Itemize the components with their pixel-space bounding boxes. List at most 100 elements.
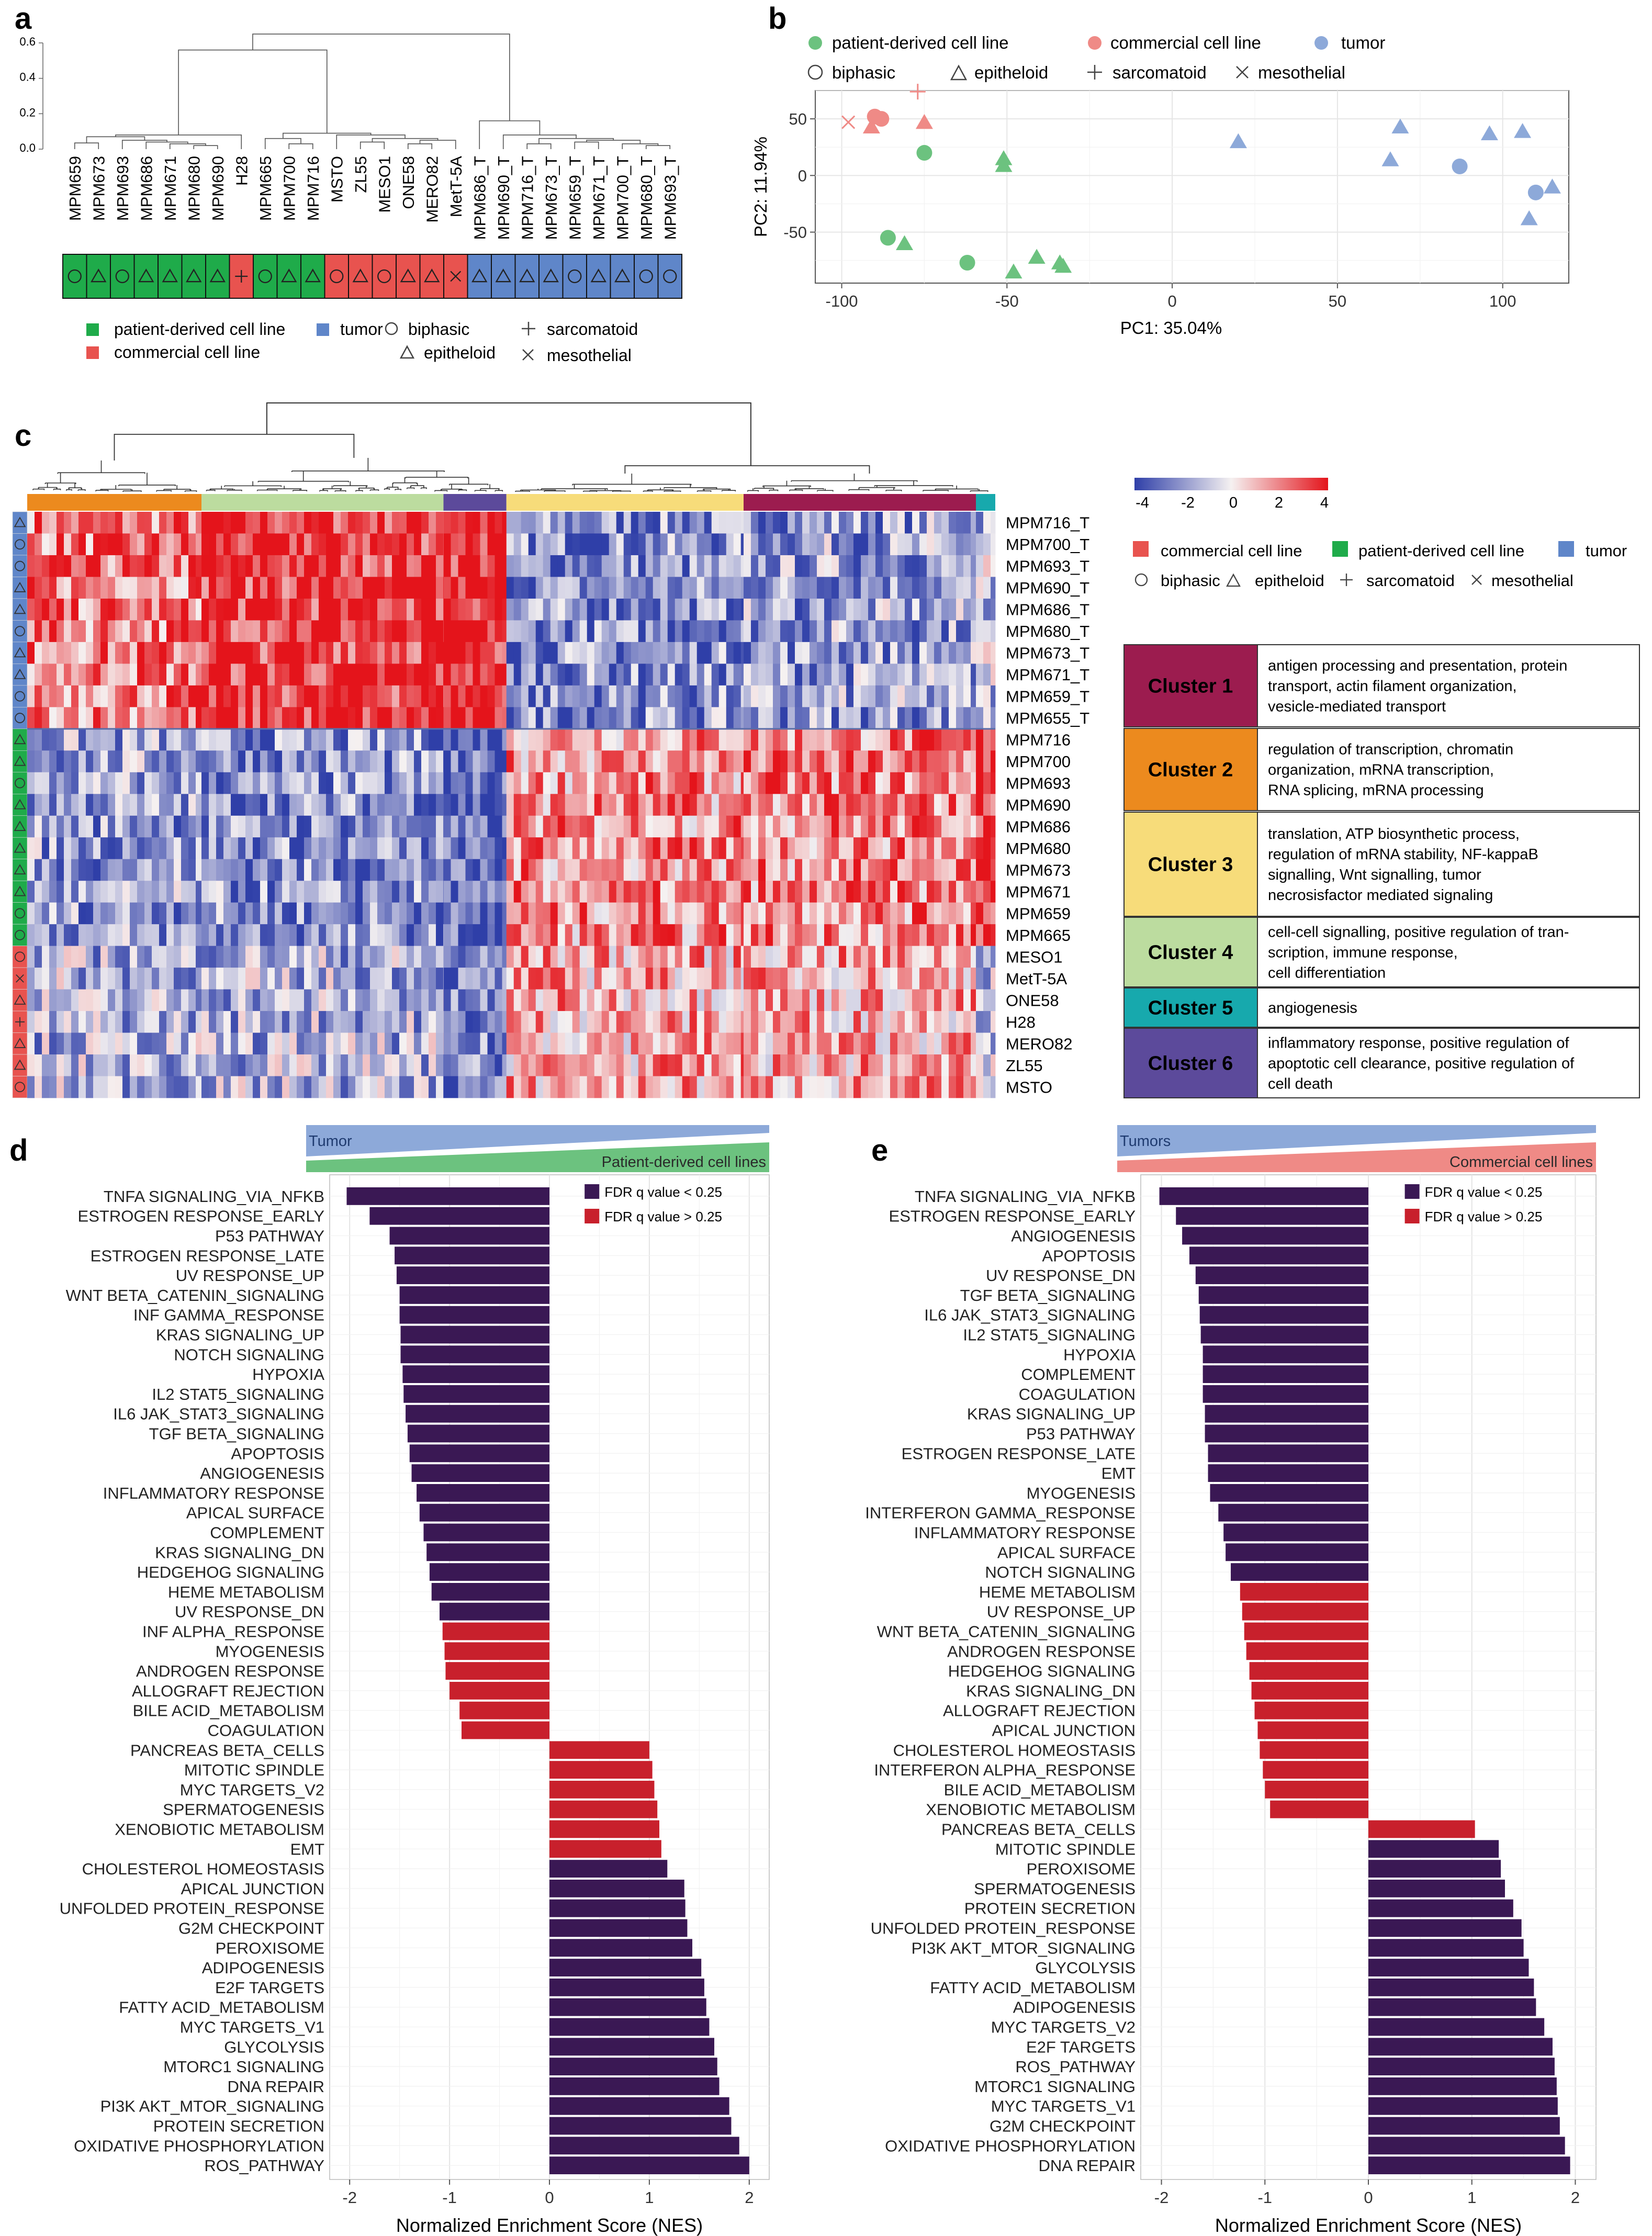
heatmap-cell [436, 1011, 444, 1033]
heatmap-cell [223, 859, 231, 881]
heatmap-cell [905, 815, 913, 838]
heatmap-cell [506, 946, 514, 968]
heatmap-cell [766, 533, 773, 556]
heatmap-cell [565, 533, 573, 556]
heatmap-cell [297, 859, 305, 881]
heatmap-cell [839, 555, 847, 577]
heatmap-cell [480, 577, 488, 599]
heatmap-cell [297, 1054, 305, 1076]
heatmap-cell [934, 685, 942, 707]
heatmap-cell [348, 902, 356, 925]
heatmap-cell [572, 728, 580, 751]
heatmap-cell [311, 664, 319, 686]
heatmap-cell [601, 664, 610, 686]
heatmap-cell [152, 642, 160, 664]
row-morphology-icon [14, 734, 26, 745]
heatmap-cell [991, 577, 996, 599]
heatmap-cell [122, 946, 130, 968]
heatmap-cell [502, 555, 507, 577]
nes-bar [1368, 1939, 1524, 1957]
heatmap-cell [64, 1032, 72, 1055]
heatmap-cell [27, 946, 35, 968]
heatmap-cell [159, 881, 167, 903]
heatmap-cell [196, 512, 202, 534]
heatmap-cell [216, 1011, 224, 1033]
heatmap-cell [188, 512, 196, 534]
heatmap-cell [333, 620, 341, 643]
heatmap-cell [181, 1011, 189, 1033]
heatmap-cell [667, 664, 676, 686]
heatmap-cell [465, 902, 473, 925]
heatmap-cell [333, 728, 341, 751]
heatmap-cell [766, 577, 773, 599]
heatmap-cell [831, 533, 839, 556]
heatmap-cell [824, 1032, 832, 1055]
heatmap-cell [711, 555, 720, 577]
heatmap-cell [181, 685, 189, 707]
heatmap-cell [370, 881, 378, 903]
heatmap-cell [645, 577, 654, 599]
heatmap-cell [223, 728, 231, 751]
legend-triangle-icon [399, 345, 415, 359]
heatmap-cell [912, 815, 920, 838]
heatmap-cell [377, 685, 385, 707]
heatmap-cell [875, 685, 883, 707]
heatmap-cell [282, 794, 290, 816]
heatmap-cell [377, 837, 385, 860]
heatmap-cell [443, 794, 444, 816]
heatmap-cell [579, 902, 588, 925]
heatmap-cell [521, 946, 529, 968]
heatmap-cell [696, 707, 705, 729]
heatmap-cell [506, 837, 514, 860]
heatmap-cell [166, 728, 174, 751]
heatmap-cell [137, 881, 145, 903]
heatmap-cell [718, 968, 727, 990]
heatmap-cell [166, 1011, 174, 1033]
heatmap-cell [711, 598, 720, 621]
heatmap-cell [341, 664, 349, 686]
pathway-label: HEDGEHOG SIGNALING [948, 1662, 1136, 1680]
heatmap-cell [181, 989, 189, 1012]
heatmap-cell [905, 642, 913, 664]
sample-label: MPM690_T [495, 156, 513, 240]
heatmap-cell [991, 859, 996, 881]
heatmap-cell [744, 620, 751, 643]
heatmap-cell [49, 1076, 57, 1098]
heatmap-cell [100, 620, 108, 643]
heatmap-cell [326, 1011, 334, 1033]
heatmap-cell [174, 533, 182, 556]
heatmap-cell [115, 837, 123, 860]
heatmap-cell [919, 577, 927, 599]
nes-bar [431, 1583, 549, 1601]
heatmap-cell [766, 620, 773, 643]
dendrogram-branch [77, 489, 86, 491]
heatmap-cell [875, 902, 883, 925]
heatmap-cell [991, 794, 996, 816]
panel-b-pca: patient-derived cell line commercial cel… [751, 33, 1569, 338]
heatmap-cell [572, 598, 580, 621]
heatmap-cell [557, 794, 566, 816]
heatmap-cell [502, 707, 507, 729]
header-ribbon-left [306, 1125, 769, 1156]
heatmap-cell [260, 685, 268, 707]
dendrogram-branch [68, 487, 82, 489]
heatmap-cell [623, 577, 632, 599]
heatmap-cell [245, 750, 253, 773]
heatmap-cell [436, 664, 444, 686]
sample-label: H28 [232, 156, 251, 186]
heatmap-cell [667, 881, 676, 903]
heatmap-cell [824, 533, 832, 556]
heatmap-cell [513, 598, 522, 621]
heatmap-cell [108, 989, 116, 1012]
heatmap-cell [71, 750, 79, 773]
heatmap-cell [824, 707, 832, 729]
heatmap-cell [773, 815, 781, 838]
heatmap-cell [919, 664, 927, 686]
cluster-description: signalling, Wnt signalling, tumor [1268, 867, 1481, 883]
heatmap-cell [42, 664, 50, 686]
heatmap-cell [260, 555, 268, 577]
heatmap-cell [137, 902, 145, 925]
heatmap-cell [890, 1076, 898, 1098]
heatmap-cell [875, 1076, 883, 1098]
heatmap-cell [458, 837, 466, 860]
